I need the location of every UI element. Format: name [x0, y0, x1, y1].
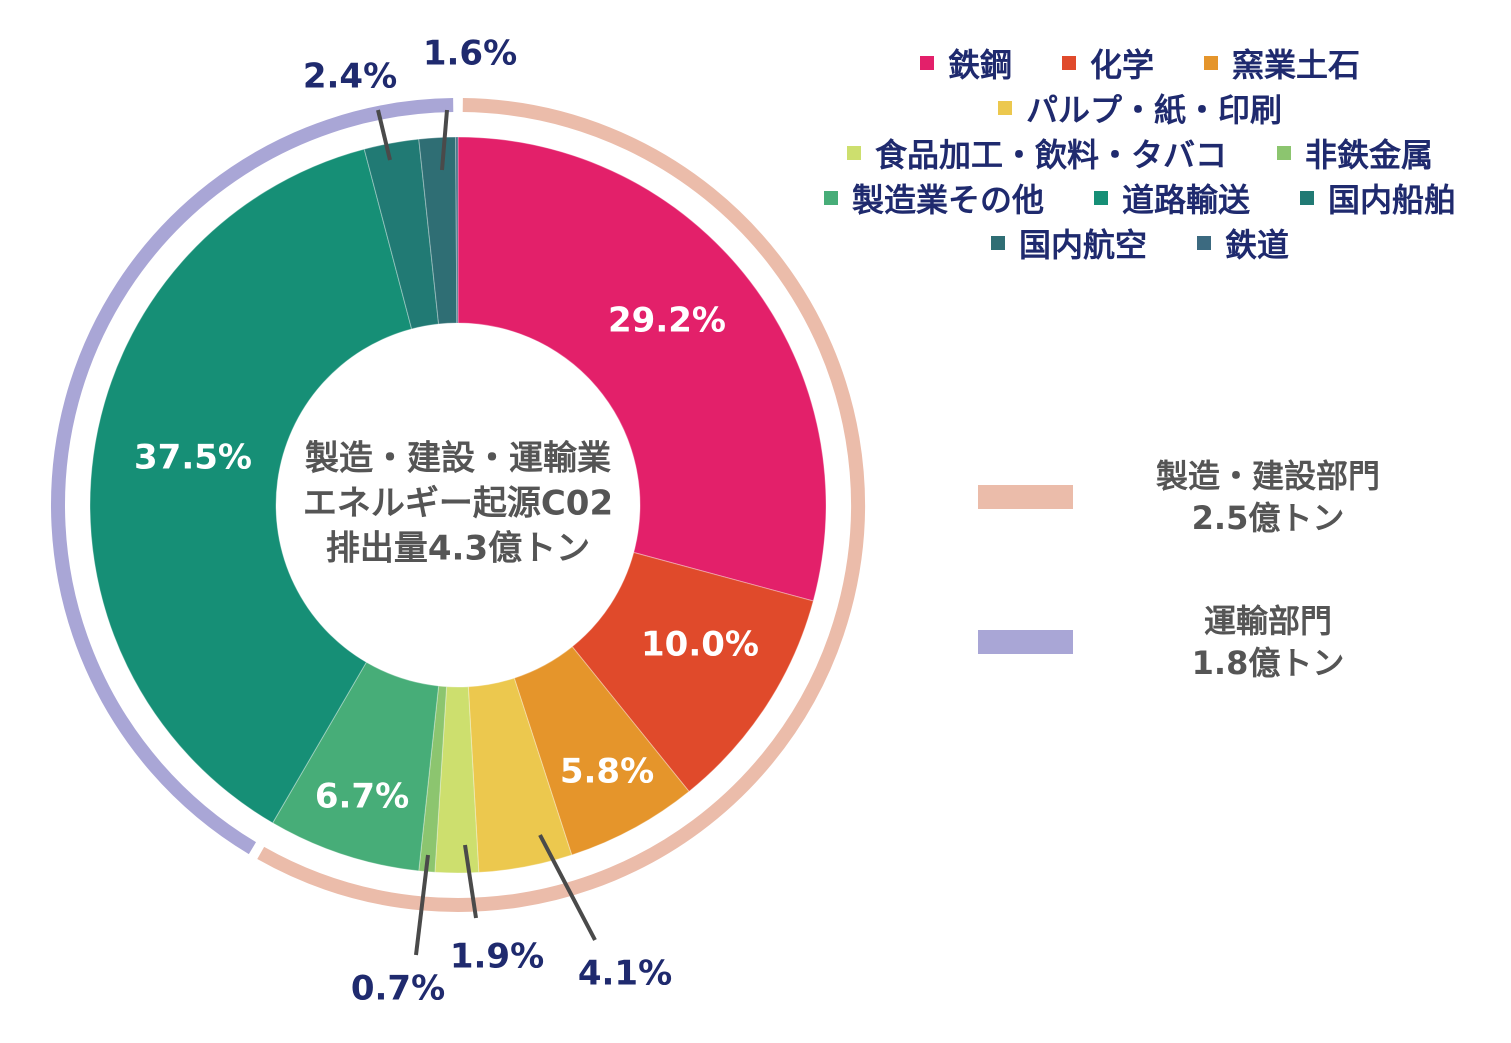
legend-item: 製造業その他 — [823, 175, 1044, 221]
slice-2 — [513, 645, 690, 856]
group-ring-0 — [257, 98, 865, 912]
legend-item: 窯業土石 — [1204, 40, 1360, 86]
slice-label-3: 4.1% — [578, 954, 672, 994]
legend-row: 鉄鋼 化学 窯業土石 — [780, 40, 1500, 85]
legend-row: 国内航空 鉄道 — [780, 220, 1500, 265]
center-text-line-3: 排出量4.3億トン — [326, 529, 590, 569]
legend-row: 食品加工・飲料・タバコ 非鉄金属 — [780, 130, 1500, 175]
legend-label: 鉄鋼 — [947, 45, 1012, 84]
leader-line-3 — [538, 834, 597, 941]
group-name: 運輸部門 — [1203, 602, 1332, 640]
legend-swatch — [997, 100, 1012, 115]
leader-line-9 — [440, 109, 449, 171]
legend-item: 国内航空 — [990, 220, 1147, 266]
slice-label-7: 37.5% — [134, 438, 252, 478]
legend-item: 道路輸送 — [1093, 175, 1250, 221]
slice-label-2: 5.8% — [560, 752, 654, 792]
legend-swatch — [1204, 55, 1218, 70]
legend-label: 食品加工・飲料・タバコ — [874, 135, 1227, 174]
slice-label-0: 29.2% — [608, 301, 726, 341]
group-rings — [51, 98, 865, 912]
group-legend-transport: 運輸部門 1.8億トン — [978, 600, 1418, 684]
slice-labels: 29.2% 10.0% 5.8% 4.1% 1.9%0.7% 6.7% 37.5% 2.4% 1… — [134, 34, 759, 1009]
slice-6 — [271, 661, 440, 872]
legend-item: 鉄鋼 — [919, 40, 1012, 86]
legend-item: 化学 — [1061, 40, 1154, 86]
center-text-line-2: エネルギー起源C02 — [303, 484, 613, 524]
group-legend-manufacturing: 製造・建設部門 2.5億トン — [978, 455, 1418, 539]
legend-swatch — [990, 235, 1005, 250]
legend-swatch — [1061, 55, 1076, 70]
legend-label: 窯業土石 — [1232, 45, 1361, 84]
group-ring-1 — [51, 98, 454, 855]
legend-label: 国内船舶 — [1328, 180, 1457, 219]
slice-label-9: 1.6% — [423, 34, 517, 74]
slice-10 — [455, 136, 459, 324]
legend-swatch — [919, 55, 934, 70]
slice-7 — [89, 148, 413, 824]
legend-swatch — [1277, 145, 1291, 160]
group-name: 製造・建設部門 — [1155, 457, 1380, 495]
leader-line-5 — [414, 854, 430, 956]
slice-label-4: 1.9% — [450, 937, 544, 977]
group-amount: 2.5億トン — [1191, 499, 1345, 537]
slice-9 — [418, 136, 458, 325]
legend: 鉄鋼 化学 窯業土石パルプ・紙・印刷食品加工・飲料・タバコ 非鉄金属製造業その他 道路輸… — [780, 40, 1500, 265]
legend-item: 国内船舶 — [1300, 175, 1456, 221]
leader-line-4 — [463, 844, 478, 919]
legend-item: 非鉄金属 — [1277, 130, 1433, 176]
leader-lines — [376, 109, 597, 956]
legend-label: 鉄道 — [1225, 225, 1290, 264]
slice-label-8: 2.4% — [303, 57, 397, 97]
legend-swatch — [846, 145, 861, 160]
legend-swatch — [1300, 190, 1314, 205]
legend-swatch — [823, 190, 838, 205]
legend-row: 製造業その他 道路輸送 国内船舶 — [780, 175, 1500, 220]
slices — [89, 136, 827, 874]
legend-item: 食品加工・飲料・タバコ — [846, 130, 1227, 176]
legend-swatch — [1093, 190, 1108, 205]
leader-line-8 — [376, 109, 392, 161]
slice-label-6: 6.7% — [315, 777, 409, 817]
slice-1 — [571, 551, 814, 793]
legend-label: 国内航空 — [1018, 225, 1147, 264]
group-swatch — [978, 630, 1073, 654]
legend-label: 非鉄金属 — [1305, 135, 1434, 174]
slice-0 — [457, 136, 827, 602]
group-amount: 1.8億トン — [1191, 644, 1345, 682]
legend-item: 鉄道 — [1197, 220, 1289, 266]
legend-swatch — [1197, 235, 1211, 250]
legend-row: パルプ・紙・印刷 — [780, 85, 1500, 130]
slice-label-5: 0.7% — [351, 969, 445, 1009]
slice-label-1: 10.0% — [641, 625, 759, 665]
center-text-line-1: 製造・建設・運輸業 — [305, 439, 611, 479]
legend-label: 化学 — [1089, 45, 1154, 84]
legend-label: 製造業その他 — [851, 180, 1044, 219]
legend-item: パルプ・紙・印刷 — [997, 85, 1282, 131]
group-swatch — [978, 485, 1073, 509]
legend-label: 道路輸送 — [1121, 180, 1250, 219]
slice-5 — [418, 685, 448, 873]
legend-label: パルプ・紙・印刷 — [1025, 90, 1282, 129]
